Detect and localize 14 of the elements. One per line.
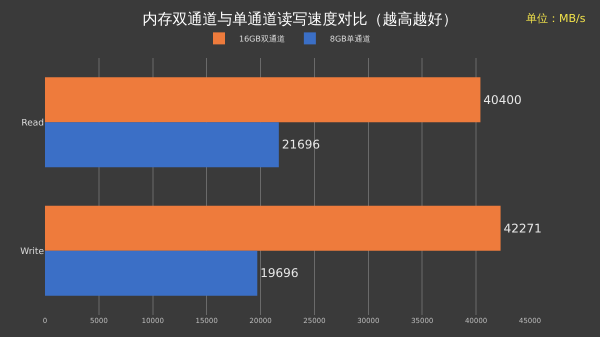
bar [45, 206, 501, 251]
data-label: 40400 [483, 92, 522, 107]
data-label: 42271 [504, 221, 542, 236]
y-tick-label: Read [21, 118, 44, 128]
text: 单位：MB/s [526, 12, 586, 25]
bar [45, 77, 480, 122]
bar [45, 250, 258, 296]
legend-label: 8GB单通道 [330, 34, 371, 44]
bar [45, 122, 279, 168]
chart-title: 内存双通道与单通道读写速度对比（越高越好） [142, 10, 458, 28]
data-label: 19696 [260, 266, 298, 280]
data-label: 21696 [282, 138, 320, 152]
legend-label: 16GB双通道 [239, 34, 285, 44]
y-tick-label: Write [20, 246, 44, 257]
